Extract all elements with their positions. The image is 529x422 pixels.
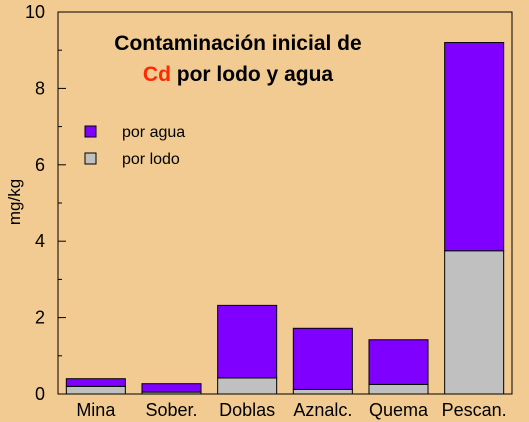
bar-por-agua-quema: [368, 339, 429, 385]
chart-title-highlight: Cd: [143, 63, 171, 86]
bar-por-agua-pescan: [444, 42, 505, 252]
legend-swatch: [84, 125, 97, 138]
y-tick-label: 0: [35, 384, 45, 404]
bars: [65, 42, 505, 395]
legend: por agua por lodo: [84, 124, 185, 168]
x-tick-label: Mina: [76, 400, 116, 420]
legend-label: por lodo: [122, 151, 180, 168]
y-tick-label: 8: [35, 78, 45, 98]
y-tick-label: 2: [35, 308, 45, 328]
bar-por-lodo-pescan: [444, 250, 505, 395]
bar-por-lodo-mina: [65, 385, 126, 395]
chart-title-rest: por lodo y agua: [171, 63, 333, 86]
legend-swatch: [84, 152, 97, 165]
bar-por-agua-mina: [65, 378, 126, 387]
bar-por-lodo-quema: [368, 383, 429, 395]
bar-por-lodo-aznalc: [292, 388, 353, 395]
y-tick-label: 4: [35, 231, 45, 251]
x-tick-label: Doblas: [219, 400, 275, 420]
chart-title: Contaminación inicial de Cd por lodo y a…: [114, 32, 361, 86]
x-tick-label: Quema: [369, 400, 429, 420]
y-axis-label: mg/kg: [5, 179, 24, 225]
axes: 0 2 4 6 8 10 Mina Sober. Doblas Aznalc. Quema Pesca…: [25, 2, 513, 420]
x-tick-label: Sober.: [145, 400, 197, 420]
bar-por-agua-aznalc: [292, 327, 353, 390]
chart-title-line1: Contaminación inicial de: [114, 32, 361, 55]
legend-label: por agua: [122, 124, 185, 141]
bar-por-agua-sober: [141, 383, 202, 393]
y-tick-label: 10: [25, 2, 45, 22]
bar-por-agua-doblas: [217, 304, 278, 379]
x-tick-label: Aznalc.: [293, 400, 352, 420]
chart-title-line2: Cd por lodo y agua: [143, 63, 333, 86]
y-tick-label: 6: [35, 155, 45, 175]
x-tick-label: Pescan.: [442, 400, 507, 420]
bar-por-lodo-doblas: [217, 377, 278, 395]
